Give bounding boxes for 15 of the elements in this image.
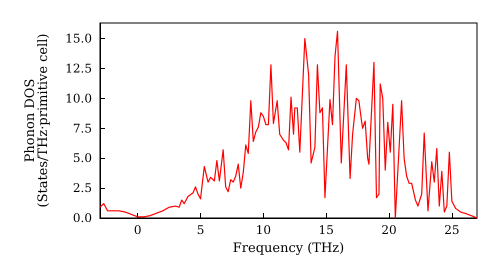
x-tick-label: 10: [256, 223, 272, 237]
y-tick-label: 15.0: [65, 32, 92, 46]
x-tick-label: 0: [134, 223, 142, 237]
x-tick-label: 20: [381, 223, 397, 237]
x-axis-title: Frequency (THz): [232, 241, 344, 256]
y-tick-label: 7.5: [72, 121, 92, 136]
x-tick-label: 25: [444, 223, 460, 237]
y-axis-title: Phonon DOS (States/THz·primitive cell): [23, 33, 51, 208]
y-tick-label: 2.5: [72, 181, 92, 196]
x-tick-label: 5: [196, 223, 204, 237]
y-tick-label: 10.0: [65, 91, 92, 106]
y-tick-label: 0.0: [72, 211, 92, 225]
y-tick-label: 12.5: [65, 61, 92, 76]
x-tick-label: 15: [318, 223, 334, 237]
y-tick-label: 5.0: [72, 151, 92, 166]
